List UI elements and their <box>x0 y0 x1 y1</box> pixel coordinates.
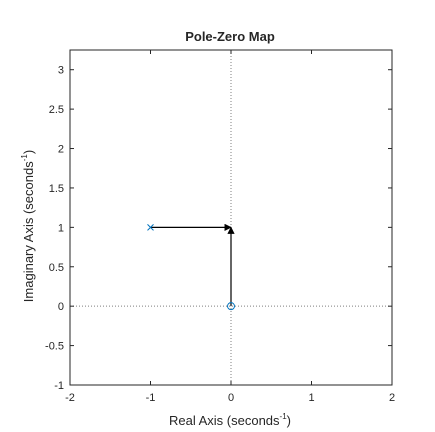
arrows <box>150 223 235 307</box>
y-tick-label: 3 <box>58 65 64 77</box>
x-tick-label: -2 <box>65 392 75 404</box>
pole-marker <box>147 223 154 231</box>
y-tick-label: 1 <box>58 222 64 234</box>
y-tick-label: 2 <box>58 144 64 156</box>
y-tick-label: -0.5 <box>45 341 64 353</box>
x-tick-label: 2 <box>389 392 395 404</box>
y-tick-label: 0 <box>58 301 64 313</box>
markers <box>147 223 235 311</box>
x-tick-label: -1 <box>146 392 156 404</box>
x-axis-label: Real Axis (seconds-1) <box>169 412 291 428</box>
plot-area: -2 -1 0 1 2-1-0.500.511.522.53 <box>45 49 395 404</box>
ticks: -2 -1 0 1 2-1-0.500.511.522.53 <box>45 50 395 404</box>
x-tick-label: 1 <box>308 392 314 404</box>
axes-box <box>69 49 393 386</box>
y-tick-label: 2.5 <box>49 104 64 116</box>
y-axis-label: Imaginary Axis (seconds-1) <box>20 150 36 302</box>
chart-title: Pole-Zero Map <box>185 29 275 44</box>
y-tick-label: 1.5 <box>49 183 64 195</box>
y-tick-label: -1 <box>54 380 64 392</box>
y-tick-label: 0.5 <box>49 262 64 274</box>
pole-marker-stroke <box>147 223 154 231</box>
zero-marker <box>227 302 235 311</box>
x-tick-label: 0 <box>228 392 234 404</box>
